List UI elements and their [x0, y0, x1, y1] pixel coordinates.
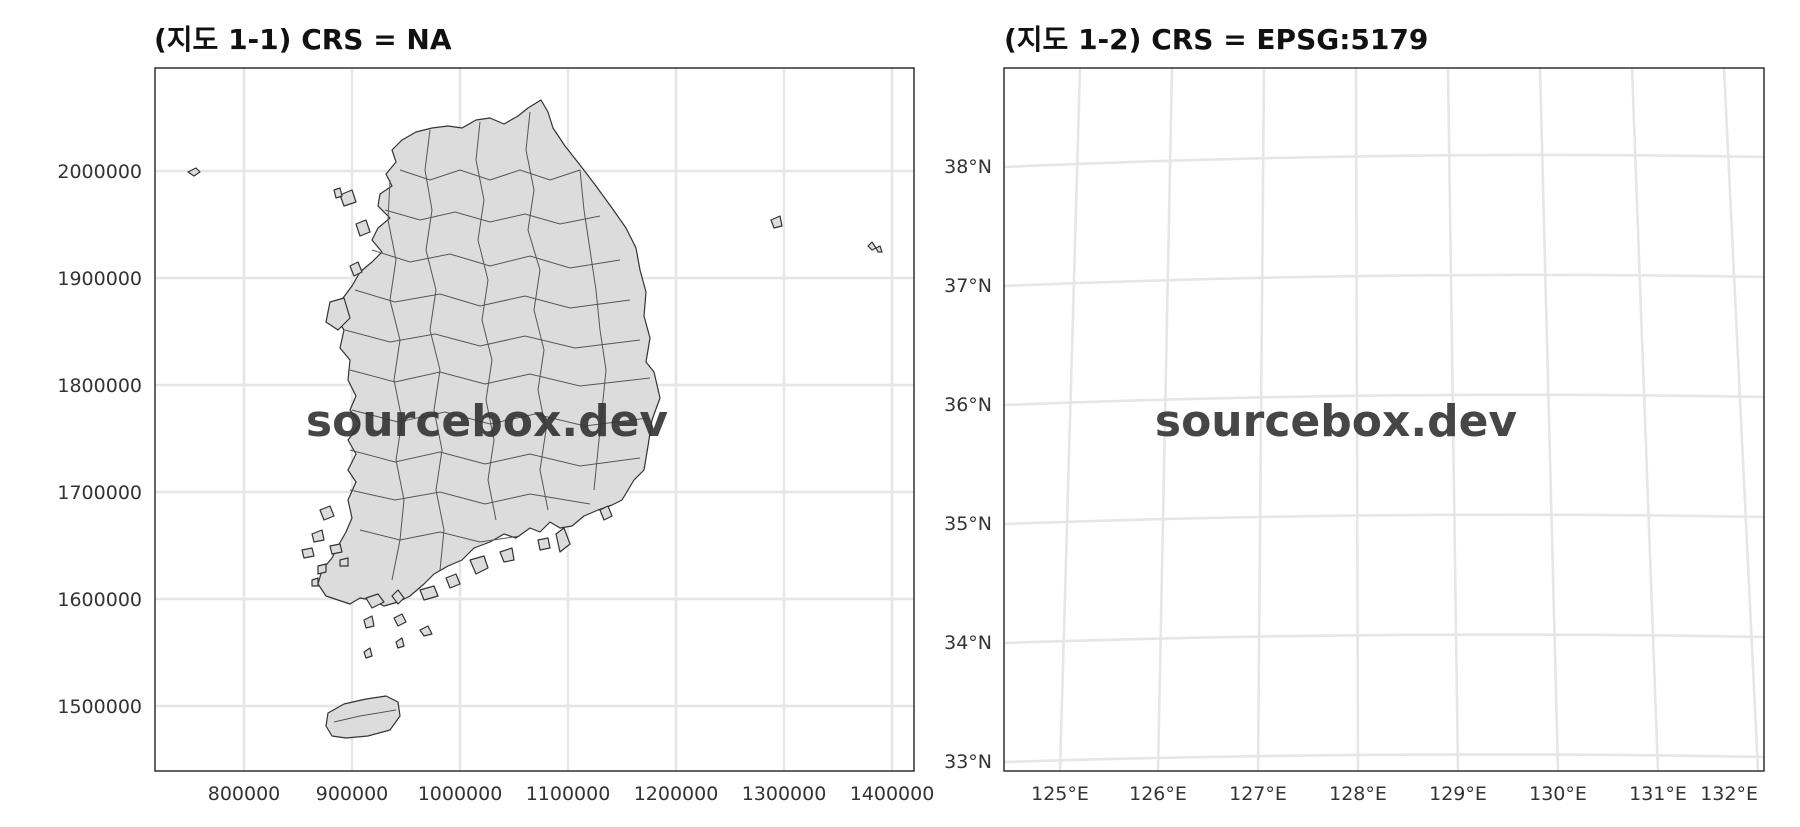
y-tick-label: 2000000	[57, 161, 142, 183]
y-tick-label: 1900000	[57, 268, 142, 290]
watermark: sourcebox.dev	[1155, 396, 1518, 447]
parallel-line	[1004, 753, 1764, 764]
y-tick-label: 1800000	[57, 375, 142, 397]
meridian-line	[1722, 68, 1760, 771]
x-tick-label: 1400000	[850, 783, 935, 805]
y-tick-label: 37°N	[944, 275, 992, 297]
y-tick-label: 1600000	[57, 589, 142, 611]
x-tick-label: 126°E	[1129, 783, 1187, 805]
y-tick-label: 1500000	[57, 696, 142, 718]
meridian-line	[1630, 68, 1660, 771]
y-tick-label: 38°N	[944, 156, 992, 178]
panel-frame-right	[1003, 67, 1765, 772]
x-axis-ticks-right: 125°E 126°E 127°E 128°E 129°E 130°E 131°…	[1031, 783, 1758, 805]
y-tick-label: 36°N	[944, 394, 992, 416]
y-axis-ticks-left: 2000000 1900000 1800000 1700000 1600000 …	[57, 161, 142, 718]
x-tick-label: 1300000	[742, 783, 827, 805]
x-tick-label: 127°E	[1229, 783, 1287, 805]
x-tick-label: 130°E	[1529, 783, 1587, 805]
x-tick-label: 800000	[208, 783, 281, 805]
panel-title-right: (지도 1-2) CRS = EPSG:5179	[1004, 23, 1428, 56]
parallel-line	[1004, 633, 1764, 645]
meridian-line	[1256, 68, 1266, 771]
y-tick-label: 33°N	[944, 751, 992, 773]
x-axis-ticks-left: 800000 900000 1000000 1100000 1200000 13…	[208, 783, 935, 805]
panel-title-left: (지도 1-1) CRS = NA	[154, 23, 452, 56]
x-tick-label: 125°E	[1031, 783, 1089, 805]
meridian-line	[1538, 68, 1560, 771]
panel-frame-left	[154, 67, 915, 772]
x-tick-label: 131°E	[1629, 783, 1687, 805]
x-tick-label: 128°E	[1329, 783, 1387, 805]
parallel-line	[1004, 153, 1764, 169]
meridian-line	[1446, 68, 1460, 771]
parallel-line	[1004, 273, 1764, 288]
y-tick-label: 34°N	[944, 632, 992, 654]
x-tick-label: 132°E	[1700, 783, 1758, 805]
x-tick-label: 1000000	[418, 783, 503, 805]
parallel-line	[1004, 393, 1764, 407]
graticule-right	[1004, 68, 1764, 771]
meridian-line	[1058, 68, 1082, 771]
map-panel-left: (지도 1-1) CRS = NA 800000 900000 1000000	[57, 23, 934, 805]
x-tick-label: 1100000	[526, 783, 611, 805]
y-axis-ticks-right: 38°N 37°N 36°N 35°N 34°N 33°N	[944, 156, 992, 773]
watermark: sourcebox.dev	[306, 396, 669, 447]
x-tick-label: 129°E	[1429, 783, 1487, 805]
parallel-line	[1004, 513, 1764, 526]
meridian-line	[1156, 68, 1174, 771]
x-tick-label: 1200000	[634, 783, 719, 805]
y-tick-label: 1700000	[57, 482, 142, 504]
map-panel-right: (지도 1-2) CRS = EPSG:5179 125°E	[944, 23, 1765, 805]
x-tick-label: 900000	[316, 783, 389, 805]
meridian-line	[1354, 68, 1360, 771]
y-tick-label: 35°N	[944, 513, 992, 535]
